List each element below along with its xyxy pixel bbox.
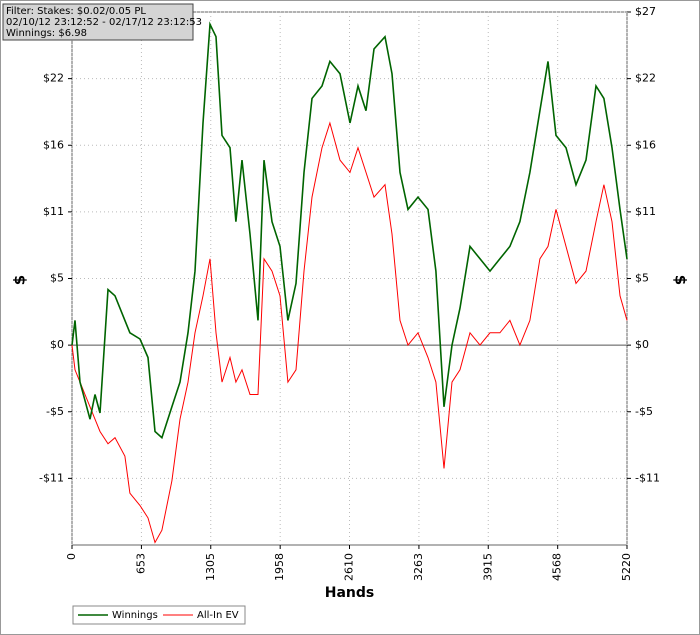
info-line: Filter: Stakes: $0.02/0.05 PL [6, 6, 146, 17]
y2-tick-label: $11 [635, 205, 656, 218]
series-line [71, 121, 628, 544]
y-tick-label: -$5 [46, 405, 64, 418]
y-tick-label: -$11 [39, 471, 64, 484]
x-tick-label: 1958 [273, 553, 286, 581]
info-line: Winnings: $6.98 [6, 28, 87, 39]
y-tick-label: $0 [50, 338, 64, 351]
series-line [71, 21, 628, 440]
y2-tick-label: $22 [635, 72, 656, 85]
y2-tick-label: $0 [635, 338, 649, 351]
x-tick-label: 4568 [551, 553, 564, 581]
y2-tick-label: -$5 [635, 405, 653, 418]
x-axis-label: Hands [325, 585, 375, 601]
y2-tick-label: $27 [635, 5, 656, 18]
y-tick-label: $16 [43, 138, 64, 151]
x-tick-label: 3915 [481, 553, 494, 581]
y-tick-label: $11 [43, 205, 64, 218]
y2-tick-label: $5 [635, 272, 649, 285]
y2-tick-label: -$11 [635, 471, 660, 484]
x-tick-label: 1305 [204, 553, 217, 581]
info-box [2, 3, 194, 41]
y2-axis-label: $ [672, 275, 690, 285]
x-tick-label: 2610 [343, 553, 356, 581]
y-axis-label: $ [11, 275, 29, 285]
y-tick-label: $5 [50, 272, 64, 285]
y-tick-label: $22 [43, 72, 64, 85]
x-tick-label: 5220 [620, 553, 633, 581]
legend [72, 605, 246, 625]
x-tick-label: 653 [134, 553, 147, 574]
info-line: 02/10/12 23:12:52 - 02/17/12 23:12:53 [6, 17, 202, 28]
x-tick-label: 0 [65, 553, 78, 560]
legend-label: All-In EV [197, 610, 239, 621]
legend-label: Winnings [112, 610, 158, 621]
y2-tick-label: $16 [635, 138, 656, 151]
x-tick-label: 3263 [412, 553, 425, 581]
